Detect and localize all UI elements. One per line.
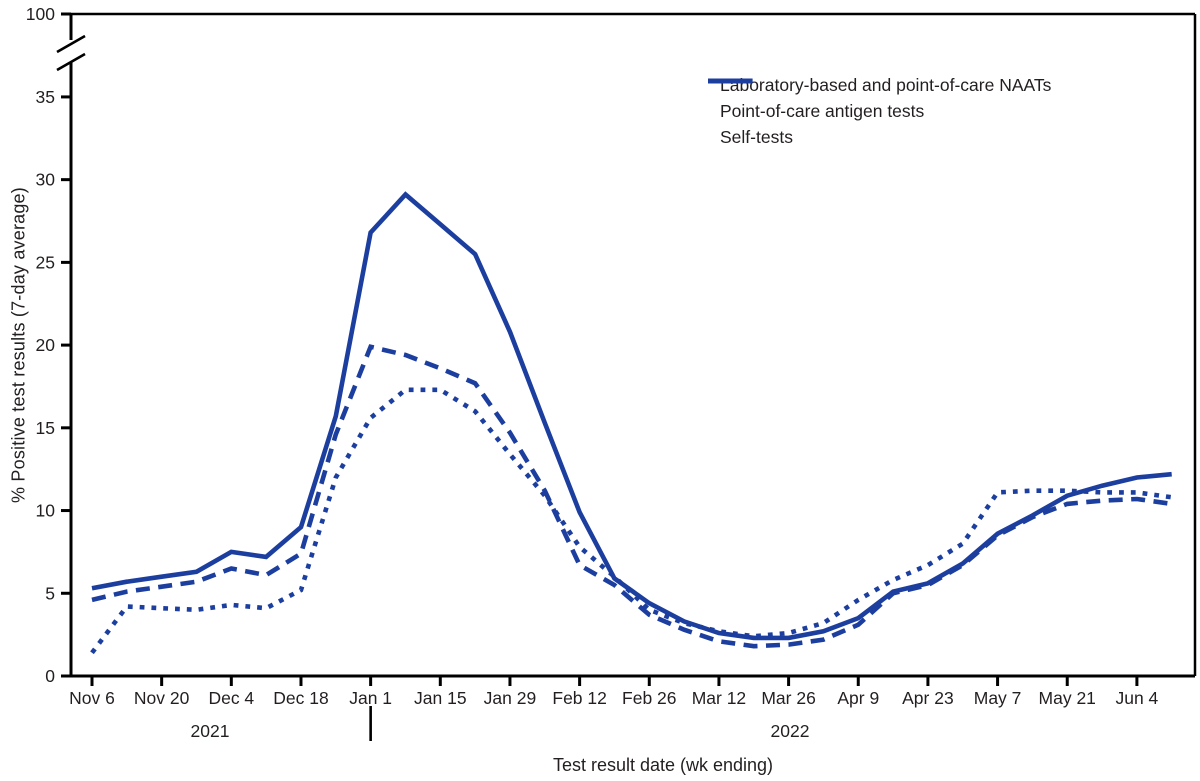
legend-item-antigen: Point-of-care antigen tests <box>706 78 1186 122</box>
legend: Laboratory-based and point-of-care NAATs… <box>706 75 1186 153</box>
x-tick-label: Jan 15 <box>414 688 467 708</box>
x-axis-title: Test result date (wk ending) <box>552 755 774 775</box>
x-tick-label: Apr 9 <box>837 688 879 708</box>
x-tick-label: Jan 29 <box>484 688 537 708</box>
x-tick-label: Dec 4 <box>208 688 254 708</box>
x-tick-label: Nov 6 <box>69 688 115 708</box>
y-tick-label: 0 <box>45 666 55 686</box>
series-line-dashed <box>91 344 1173 649</box>
y-tick-label: 20 <box>36 335 56 355</box>
axis-break-slash <box>56 34 86 54</box>
y-tick-label: 10 <box>36 501 56 521</box>
legend-label: Laboratory-based and point-of-care NAATs <box>720 75 1052 95</box>
y-tick-label: 30 <box>36 170 56 190</box>
y-tick-label: 35 <box>36 87 55 107</box>
legend-label: Self-tests <box>720 127 793 147</box>
dashed-line-swatch-icon <box>708 78 752 84</box>
axis-break-slash <box>56 52 86 72</box>
y-tick-label: 15 <box>36 418 55 438</box>
x-tick-label: Nov 20 <box>134 688 190 708</box>
legend-item-naats: Laboratory-based and point-of-care NAATs <box>706 75 1186 96</box>
legend-item-selftests: Self-tests <box>706 78 1186 148</box>
x-tick-label: Dec 18 <box>273 688 328 708</box>
dotted-line-swatch-icon <box>723 78 754 84</box>
year-label-2021: 2021 <box>190 721 230 741</box>
x-tick-label: May 7 <box>974 688 1022 708</box>
x-tick-label: Feb 26 <box>622 688 676 708</box>
x-tick-label: Jun 4 <box>1115 688 1158 708</box>
x-tick-label: Mar 26 <box>761 688 815 708</box>
x-tick-label: May 21 <box>1039 688 1096 708</box>
y-tick-label: 5 <box>45 583 55 603</box>
y-axis-title: % Positive test results (7-day average) <box>8 187 29 503</box>
series-line-dotted <box>90 387 1173 655</box>
legend-label: Point-of-care antigen tests <box>720 101 925 121</box>
y-tick-label: 100 <box>26 4 55 24</box>
y-tick-label: 25 <box>36 252 55 272</box>
year-label-2022: 2022 <box>770 721 810 741</box>
x-tick-label: Feb 12 <box>552 688 606 708</box>
x-tick-label: Apr 23 <box>902 688 954 708</box>
x-tick-label: Jan 1 <box>349 688 392 708</box>
x-tick-label: Mar 12 <box>692 688 746 708</box>
